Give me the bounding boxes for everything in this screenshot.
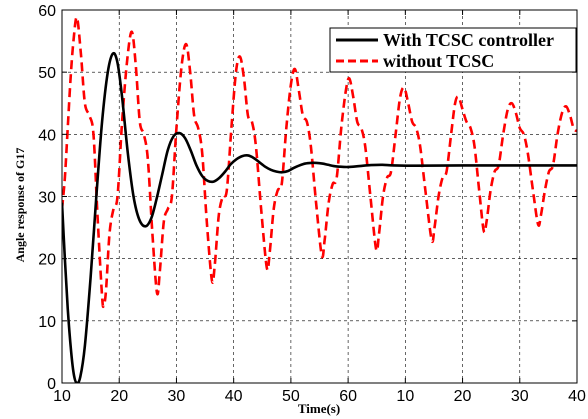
legend-label-0: With TCSC controller xyxy=(383,30,554,50)
legend-label-1: without TCSC xyxy=(383,51,494,71)
x-tick-label: 50 xyxy=(282,388,300,405)
y-axis-label: Angle response of G17 xyxy=(13,148,27,263)
y-tick-label: 20 xyxy=(38,252,56,269)
series-line-with-tcsc-controller xyxy=(62,51,577,383)
x-tick-label: 10 xyxy=(53,388,71,405)
y-tick-label: 40 xyxy=(38,127,56,144)
legend-box xyxy=(329,27,577,73)
x-tick-label: 30 xyxy=(168,388,186,405)
x-tick-label: 10 xyxy=(396,388,414,405)
x-tick-label: 60 xyxy=(339,388,357,405)
x-tick-label: 40 xyxy=(225,388,243,405)
series-line-without-tcsc xyxy=(62,16,577,309)
y-tick-label: 0 xyxy=(47,376,56,393)
y-tick-label: 10 xyxy=(38,314,56,331)
x-tick-label: 30 xyxy=(511,388,529,405)
series-group xyxy=(62,16,577,383)
y-tick-label: 30 xyxy=(38,190,56,207)
x-axis-label: Time(s) xyxy=(298,401,340,416)
x-tick-label: 40 xyxy=(568,388,586,405)
y-tick-label: 60 xyxy=(38,3,56,20)
y-tick-label: 50 xyxy=(38,65,56,82)
x-tick-label: 20 xyxy=(110,388,128,405)
x-tick-label: 20 xyxy=(454,388,472,405)
